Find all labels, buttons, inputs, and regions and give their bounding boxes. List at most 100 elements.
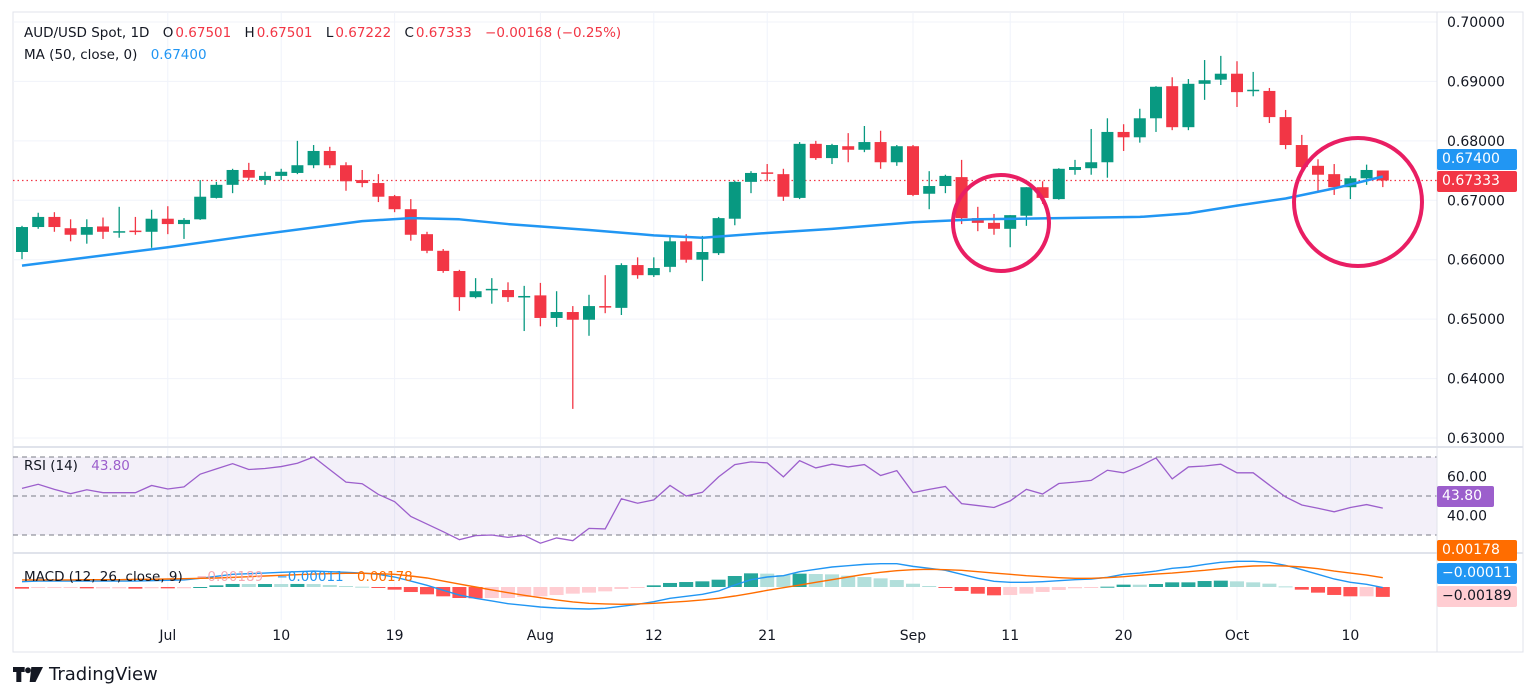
price-tick-label: 0.63000 xyxy=(1447,431,1505,447)
macd-signal-line xyxy=(22,564,1383,606)
candle xyxy=(858,126,871,153)
macd-histogram-bar xyxy=(533,587,548,597)
tradingview-logo[interactable]: TradingView xyxy=(13,664,158,685)
candle-body xyxy=(1020,187,1033,216)
candle-body xyxy=(1198,80,1211,84)
candle-body xyxy=(194,196,207,220)
macd-histogram-bar xyxy=(160,587,175,589)
candle-body xyxy=(631,265,644,276)
candle-body xyxy=(777,174,790,197)
macd-histogram-bar xyxy=(1132,584,1147,587)
candle xyxy=(242,162,255,181)
candle xyxy=(421,231,433,254)
candle xyxy=(647,257,660,277)
candle xyxy=(291,140,304,175)
price-tick-label: 0.69000 xyxy=(1447,74,1505,90)
ma-label[interactable]: MA (50, close, 0) xyxy=(24,47,138,63)
macd-histogram-bar xyxy=(258,584,272,587)
candle xyxy=(745,171,757,194)
macd-histogram-bar xyxy=(1197,581,1212,587)
candle xyxy=(1101,118,1114,178)
candle xyxy=(874,130,887,169)
candle xyxy=(275,168,288,181)
price-tick-label: 0.67000 xyxy=(1447,193,1505,209)
candle-body xyxy=(372,183,385,197)
annotation-circle-october xyxy=(1292,136,1424,268)
candle xyxy=(1085,128,1098,175)
macd-histogram-bar xyxy=(646,585,661,587)
candle-body xyxy=(323,150,336,166)
price-tick-label: 0.65000 xyxy=(1447,312,1505,328)
candle-body xyxy=(129,230,142,233)
candle-body xyxy=(728,181,741,219)
candle-body xyxy=(145,218,158,232)
candle xyxy=(113,206,126,238)
macd-histogram-bar xyxy=(760,573,775,587)
candle xyxy=(793,142,806,200)
time-tick-label: 10 xyxy=(272,628,290,644)
macd-histogram-bar xyxy=(922,586,937,588)
macd-histogram-bar xyxy=(1003,587,1018,596)
macd-histogram-bar xyxy=(1327,587,1342,595)
candle-body xyxy=(842,146,855,150)
candle xyxy=(194,180,207,220)
candle xyxy=(939,174,952,194)
open-value: 0.67501 xyxy=(175,25,232,41)
macd-value: −0.00011 xyxy=(276,569,344,585)
candle-body xyxy=(485,288,498,291)
chart-frame xyxy=(12,11,1524,653)
macd-histogram-bar xyxy=(792,573,807,587)
candle xyxy=(64,219,77,242)
rsi-value: 43.80 xyxy=(91,458,130,474)
candle xyxy=(16,225,28,260)
macd-histogram-bar xyxy=(663,582,677,587)
candle xyxy=(631,257,644,279)
candle-body xyxy=(1376,170,1389,181)
candle xyxy=(583,294,595,336)
macd-histogram-bar xyxy=(274,584,289,587)
ma50-path xyxy=(21,175,1384,267)
macd-histogram-bar xyxy=(954,587,969,591)
macd-label[interactable]: MACD (12, 26, close, 9) xyxy=(24,569,183,585)
candle xyxy=(307,145,320,169)
candle-body xyxy=(1182,83,1195,128)
candle-body xyxy=(437,250,450,272)
candle xyxy=(32,212,45,229)
ma-value: 0.67400 xyxy=(150,47,207,63)
candle xyxy=(842,133,855,163)
candle-body xyxy=(1117,131,1130,138)
macd-histogram-bar xyxy=(938,587,953,588)
macd-histogram-bar xyxy=(339,586,353,588)
candle xyxy=(615,263,628,315)
candle xyxy=(259,171,271,185)
macd-histogram-bar xyxy=(565,587,580,594)
macd-histogram-bar xyxy=(436,587,451,597)
candle xyxy=(145,209,158,248)
candle xyxy=(761,164,774,182)
symbol-title[interactable]: AUD/USD Spot, 1D xyxy=(24,25,150,41)
candle xyxy=(226,168,239,194)
candle xyxy=(923,171,936,210)
brand-name: TradingView xyxy=(49,664,158,685)
candle-body xyxy=(890,146,903,163)
time-tick-label: Aug xyxy=(527,628,554,644)
macd-histogram-bar xyxy=(209,585,224,587)
candle xyxy=(1247,71,1260,97)
macd-histogram-bar xyxy=(711,579,726,587)
candle xyxy=(550,291,563,327)
candle xyxy=(664,237,676,273)
low-value: 0.67222 xyxy=(335,25,392,41)
candle xyxy=(1166,77,1179,131)
macd-histogram-bar xyxy=(63,587,78,589)
candles xyxy=(16,55,1389,409)
candle-body xyxy=(534,295,547,318)
rsi-label[interactable]: RSI (14) xyxy=(24,458,78,474)
candle-body xyxy=(664,241,676,267)
candle xyxy=(534,282,547,327)
candle-body xyxy=(1004,215,1017,229)
macd-histogram-bar xyxy=(15,587,29,589)
macd-histogram-bar xyxy=(1343,587,1358,597)
candle xyxy=(1312,159,1324,191)
macd-legend: MACD (12, 26, close, 9) −0.00189 −0.0001… xyxy=(24,568,415,586)
